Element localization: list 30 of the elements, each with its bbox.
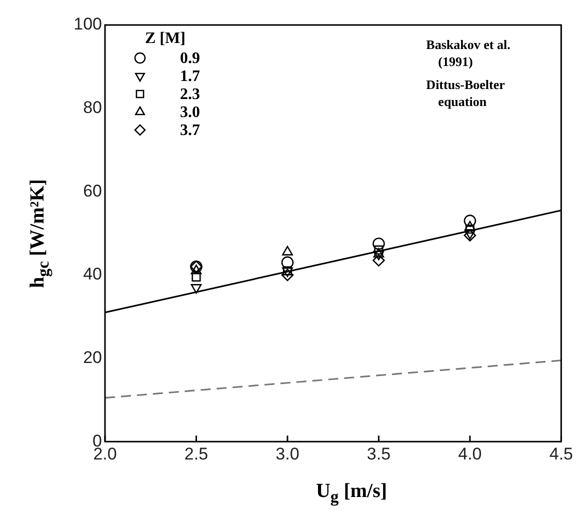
point <box>372 238 385 250</box>
x-tick-label: 2.5 <box>184 444 208 464</box>
point <box>190 284 202 294</box>
y-tick-label: 20 <box>83 348 102 367</box>
x-axis-title: U$_{g}$ [m/s] <box>314 480 388 507</box>
y-tick-label: 80 <box>83 98 102 118</box>
point <box>281 256 294 269</box>
y-tick-label: 40 <box>83 264 102 284</box>
point <box>372 254 385 267</box>
point <box>281 268 294 282</box>
legend-title: Z [M] <box>145 30 186 47</box>
y-tick-label: 100 <box>74 14 102 34</box>
legend-label: 3.0 <box>180 104 200 121</box>
point <box>465 224 474 234</box>
legend-label: 3.7 <box>180 122 200 139</box>
x-tick-label: 3.0 <box>276 444 300 464</box>
point <box>192 272 201 282</box>
legend-label: 0.9 <box>180 50 200 67</box>
point <box>464 214 476 227</box>
point <box>374 245 384 255</box>
annotation: Dittus-Boelter equation <box>426 77 506 109</box>
annotation: Baskakov et al. (1991) <box>426 37 510 69</box>
y-tick-label: 60 <box>83 181 102 200</box>
x-tick-label: 3.5 <box>366 444 391 464</box>
legend-label: 2.3 <box>180 86 200 103</box>
x-tick-label: 4.5 <box>549 444 574 464</box>
legend-label: 1.7 <box>180 68 200 85</box>
point <box>464 230 476 240</box>
point <box>464 229 476 242</box>
x-tick-label: 4.0 <box>458 444 482 464</box>
